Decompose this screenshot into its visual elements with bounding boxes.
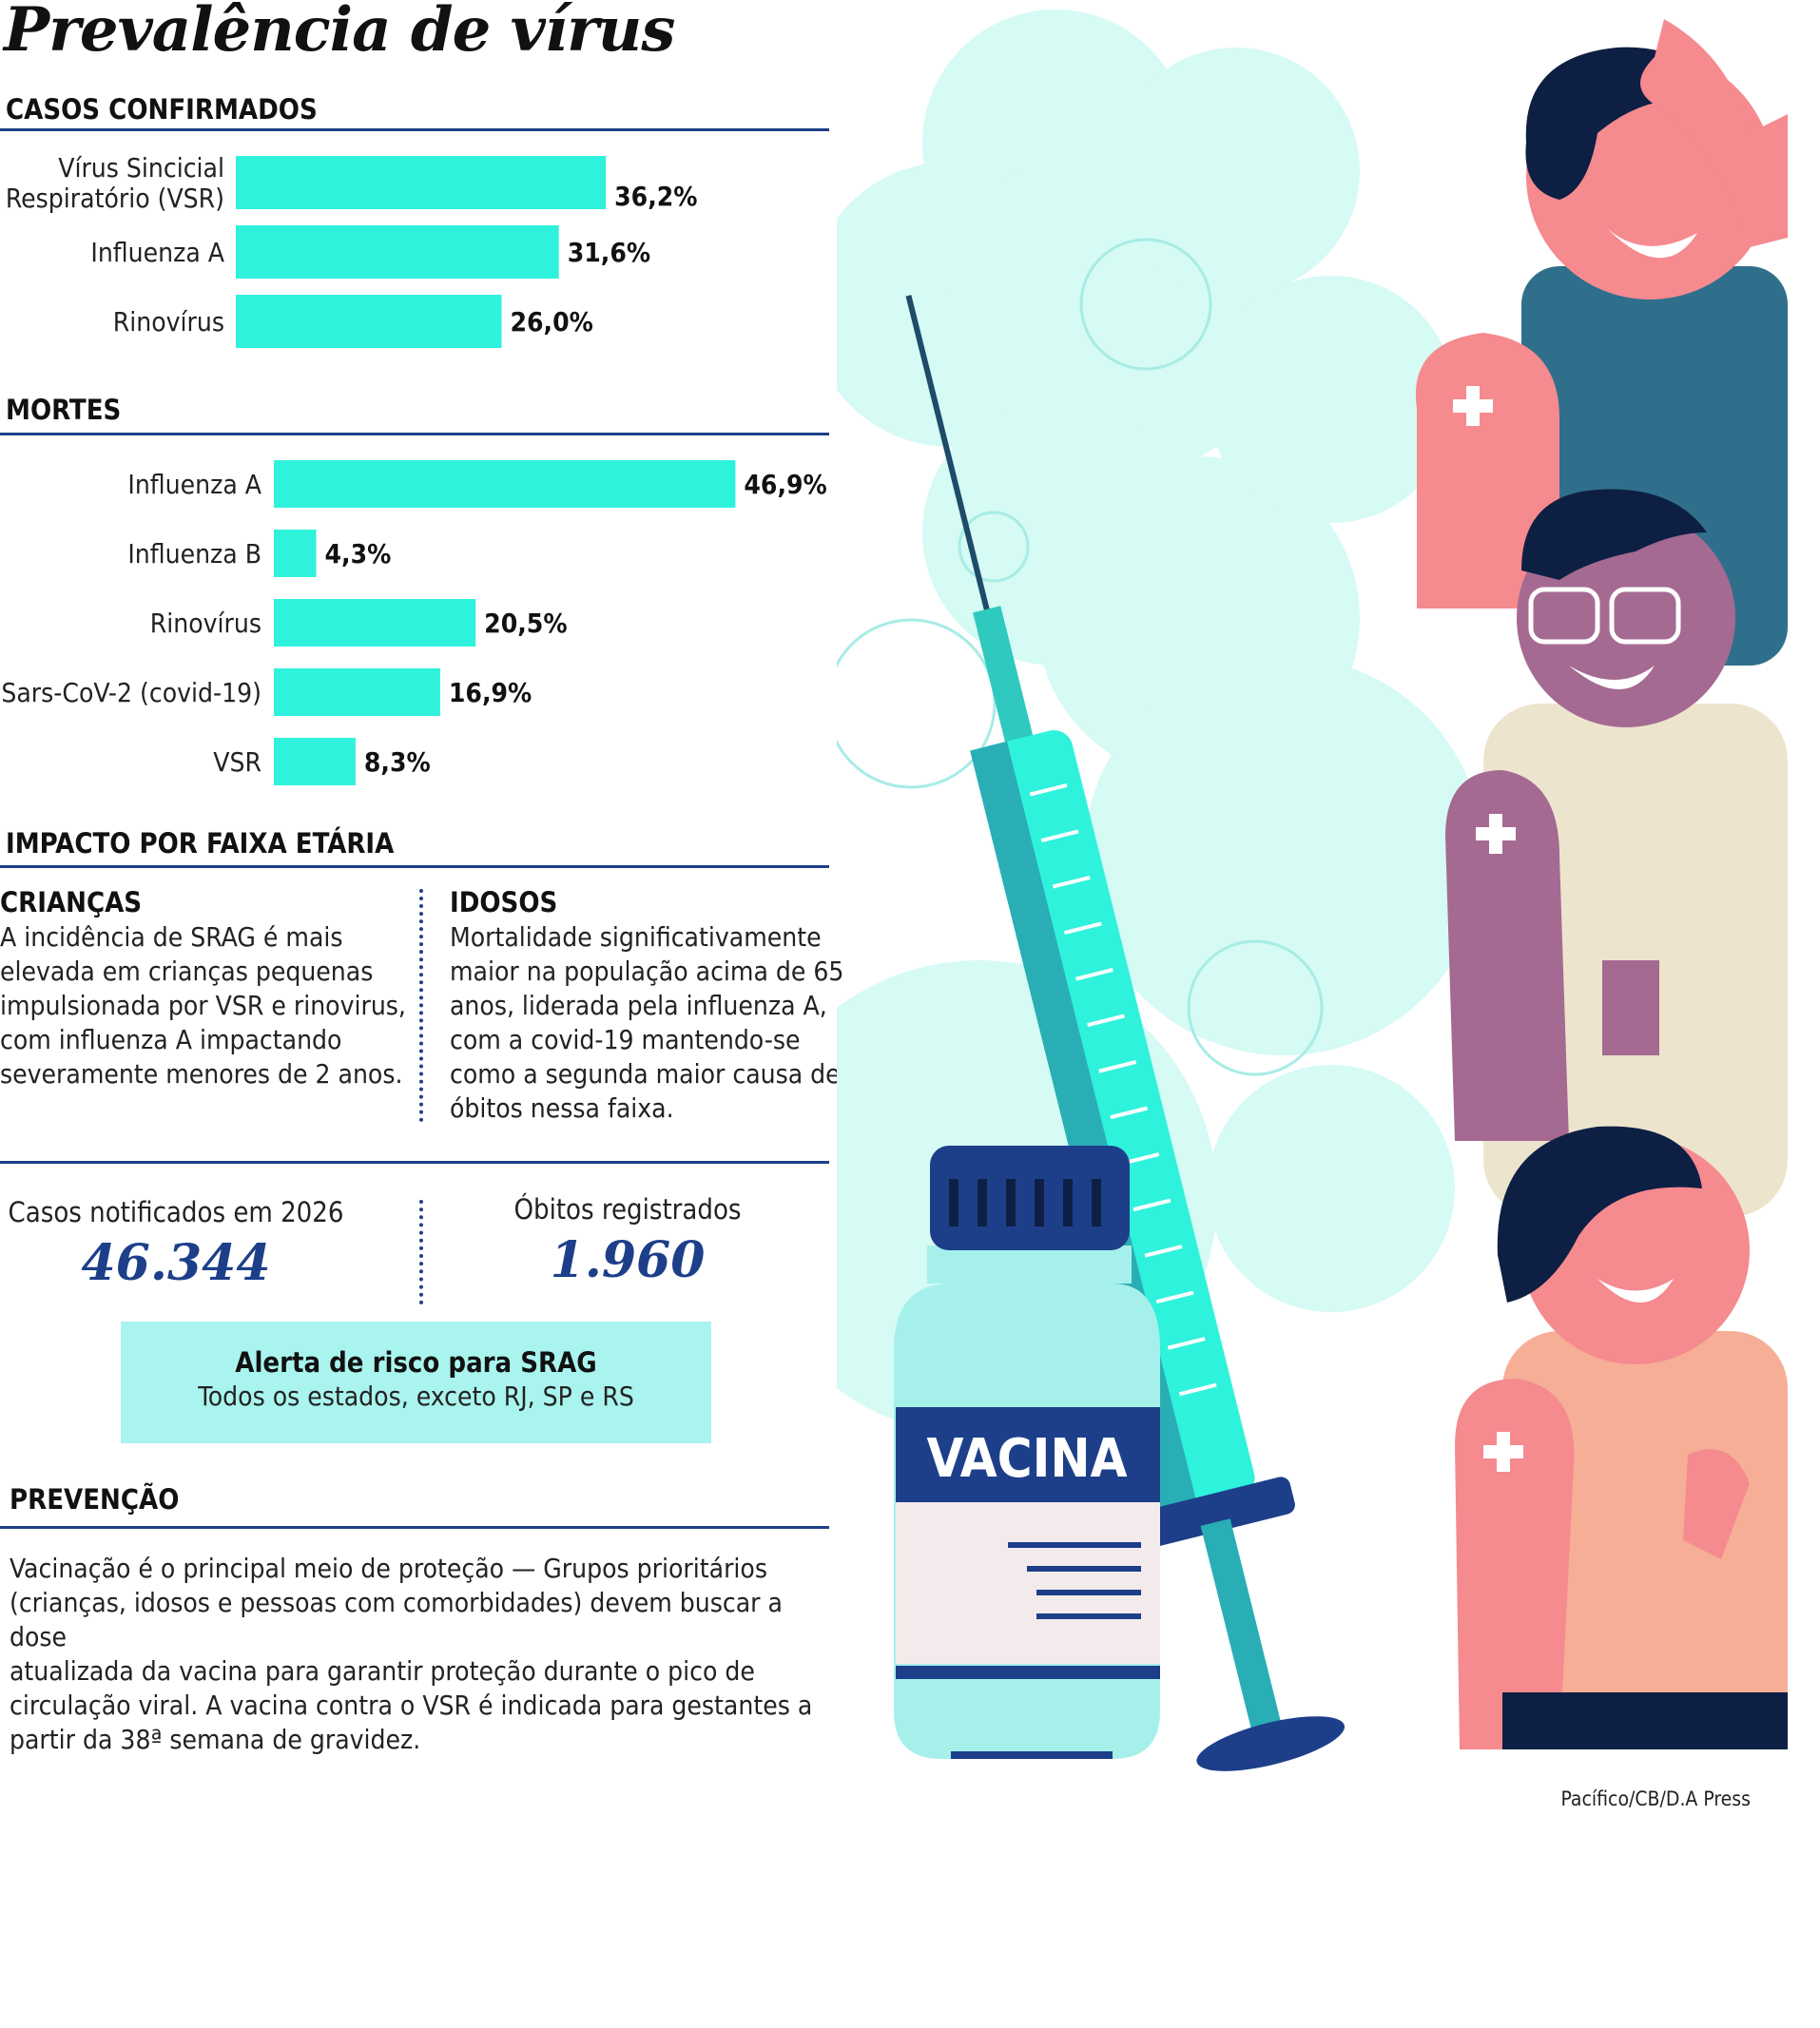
prevention-line: (crianças, idosos e pessoas com comorbid… [10, 1587, 783, 1652]
stats-rule [0, 1161, 829, 1164]
prevention-line: circulação viral. A vacina contra o VSR … [10, 1690, 813, 1721]
value-label: 16,9% [449, 677, 532, 708]
bar [274, 530, 317, 577]
elderly-line: óbitos nessa faixa. [450, 1092, 674, 1124]
children-text: A incidência de SRAG é mais elevada em c… [0, 920, 409, 1091]
children-line: A incidência de SRAG é mais [0, 921, 343, 953]
children-line: elevada em crianças pequenas [0, 956, 374, 987]
credit: Pacífico/CB/D.A Press [1560, 1787, 1751, 1810]
vaccination-illustration: VACINA [837, 10, 1788, 1771]
children-title: CRIANÇAS [0, 886, 143, 918]
stats-divider [419, 1200, 423, 1304]
bar [236, 295, 502, 348]
cases-label: Casos notificados em 2026 [8, 1196, 344, 1228]
value-label: 8,3% [364, 746, 431, 778]
cases-value: 46.344 [81, 1234, 271, 1292]
children-line: severamente menores de 2 anos. [0, 1058, 403, 1090]
category-label: Sars-CoV-2 (covid-19) [1, 677, 261, 708]
prevention-line: Vacinação é o principal meio de proteção… [10, 1553, 767, 1584]
vial-label: VACINA [926, 1428, 1127, 1490]
deaths-svg: Influenza A 46,9% Influenza B 4,3% Rinovírus… [1, 460, 827, 785]
category-label: Rinovírus [150, 608, 261, 639]
bar [274, 599, 476, 647]
value-label: 31,6% [568, 237, 650, 268]
category-label: Influenza A [127, 469, 261, 500]
category-label: Respiratório (VSR) [6, 183, 224, 214]
column-divider [419, 889, 423, 1122]
srag-alert-box: Alerta de risco para SRAG Todos os estad… [121, 1322, 711, 1443]
bar [274, 738, 356, 785]
category-label: Vírus Sincicial [58, 152, 224, 183]
section-age-rule [0, 865, 829, 868]
alert-subtitle: Todos os estados, exceto RJ, SP e RS [198, 1381, 634, 1412]
elderly-title: IDOSOS [450, 886, 558, 918]
ring-bubbles-illustration [837, 238, 1324, 1076]
bar [236, 225, 559, 279]
value-label: 20,5% [484, 608, 567, 639]
section-confirmed-heading: CASOS CONFIRMADOS [6, 93, 318, 126]
elderly-line: como a segunda maior causa de [450, 1058, 841, 1090]
section-confirmed-rule [0, 128, 829, 131]
prevention-text: Vacinação é o principal meio de proteção… [10, 1552, 846, 1757]
value-label: 4,3% [325, 538, 392, 570]
section-age-heading: IMPACTO POR FAIXA ETÁRIA [6, 827, 395, 859]
section-deaths-rule [0, 433, 829, 435]
children-line: impulsionada por VSR e rinovirus, [0, 990, 406, 1021]
deaths-label: Óbitos registrados [513, 1193, 742, 1226]
vaccine-vial-illustration: VACINA [894, 1146, 1160, 1759]
elderly-line: anos, liderada pela influenza A, [450, 990, 827, 1021]
category-label: Influenza B [127, 538, 261, 570]
elderly-line: maior na população acima de 65 [450, 956, 844, 987]
section-deaths-heading: MORTES [6, 394, 122, 426]
person-3-illustration [1455, 1126, 1788, 1749]
elderly-text: Mortalidade significativamente maior na … [450, 920, 849, 1126]
deaths-value: 1.960 [550, 1231, 706, 1289]
person-2-illustration [1445, 489, 1788, 1217]
elderly-line: com a covid-19 mantendo-se [450, 1024, 801, 1055]
bar [236, 156, 607, 209]
category-label: Rinovírus [113, 306, 224, 338]
bar [274, 668, 440, 716]
category-label: Influenza A [90, 237, 224, 268]
value-label: 36,2% [614, 181, 697, 212]
alert-title: Alerta de risco para SRAG [235, 1346, 597, 1379]
children-line: com influenza A impactando [0, 1024, 342, 1055]
prevention-line: atualizada da vacina para garantir prote… [10, 1655, 755, 1687]
bar [274, 460, 736, 508]
prevention-line: partir da 38ª semana de gravidez. [10, 1724, 421, 1755]
value-label: 26,0% [511, 306, 593, 338]
section-prevention-rule [0, 1526, 829, 1529]
section-prevention-heading: PREVENÇÃO [10, 1483, 180, 1516]
elderly-line: Mortalidade significativamente [450, 921, 822, 953]
value-label: 46,9% [744, 469, 826, 500]
category-label: VSR [213, 746, 261, 778]
page-title: Prevalência de vírus [4, 0, 675, 66]
